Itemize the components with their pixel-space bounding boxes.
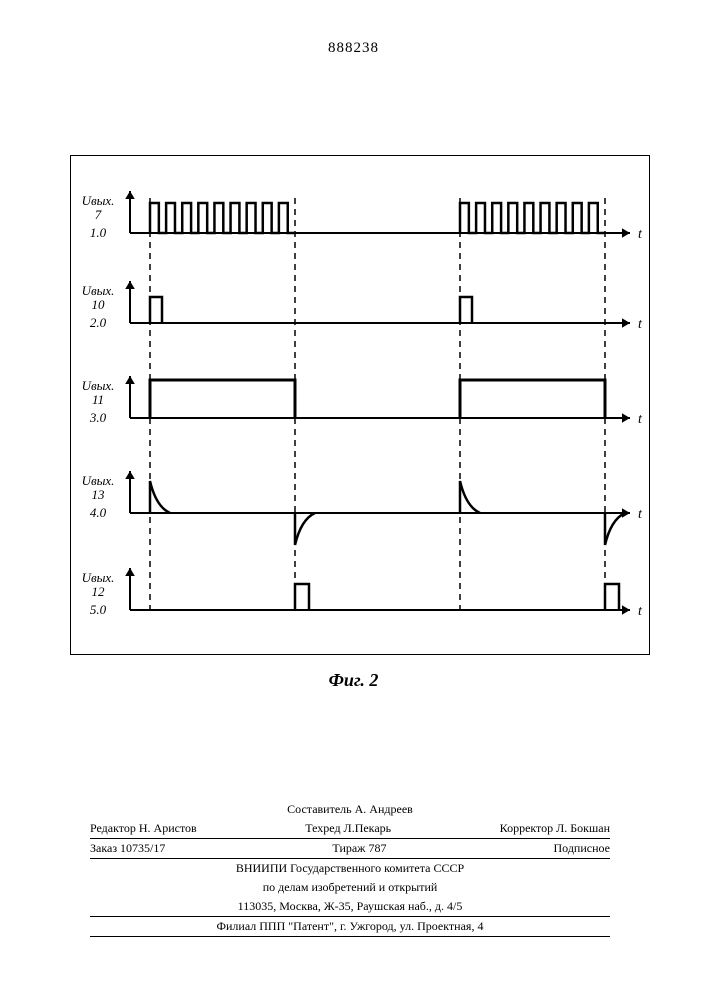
svg-text:2.0: 2.0 (90, 315, 107, 330)
order: Заказ 10735/17 (90, 841, 165, 856)
addr: 113035, Москва, Ж-35, Раушская наб., д. … (90, 897, 610, 917)
credits-row-2: Заказ 10735/17 Тираж 787 Подписное (90, 839, 610, 859)
corrector: Корректор Л. Бокшан (500, 821, 610, 836)
sub: Подписное (554, 841, 611, 856)
figure-caption: Фиг. 2 (0, 670, 707, 691)
svg-text:t: t (638, 227, 643, 242)
svg-text:t: t (638, 604, 643, 619)
timing-diagram: Uвых.71.0tUвых.102.0tUвых.113.0tUвых.134… (70, 155, 650, 655)
tirazh: Тираж 787 (332, 841, 386, 856)
svg-text:t: t (638, 317, 643, 332)
editor: Редактор Н. Аристов (90, 821, 197, 836)
svg-text:13: 13 (92, 487, 106, 502)
org: ВНИИПИ Государственного комитета СССР (90, 859, 610, 878)
svg-text:t: t (638, 507, 643, 522)
svg-text:Uвых.: Uвых. (82, 283, 115, 298)
svg-text:Uвых.: Uвых. (82, 378, 115, 393)
svg-text:3.0: 3.0 (89, 410, 107, 425)
svg-text:11: 11 (92, 392, 104, 407)
svg-text:5.0: 5.0 (90, 602, 107, 617)
svg-text:Uвых.: Uвых. (82, 473, 115, 488)
techred: Техред Л.Пекарь (305, 821, 391, 836)
svg-text:Uвых.: Uвых. (82, 570, 115, 585)
credits-row-1: Редактор Н. Аристов Техред Л.Пекарь Корр… (90, 819, 610, 839)
svg-text:12: 12 (92, 584, 106, 599)
credits-block: Составитель А. Андреев Редактор Н. Арист… (90, 800, 610, 937)
svg-text:Uвых.: Uвых. (82, 193, 115, 208)
compiler: Составитель А. Андреев (90, 800, 610, 819)
doc-number: 888238 (0, 40, 707, 57)
filial: Филиал ППП "Патент", г. Ужгород, ул. Про… (90, 917, 610, 937)
svg-text:1.0: 1.0 (90, 225, 107, 240)
svg-text:7: 7 (95, 207, 102, 222)
svg-text:t: t (638, 412, 643, 427)
org2: по делам изобретений и открытий (90, 878, 610, 897)
svg-text:10: 10 (92, 297, 106, 312)
svg-text:4.0: 4.0 (90, 505, 107, 520)
